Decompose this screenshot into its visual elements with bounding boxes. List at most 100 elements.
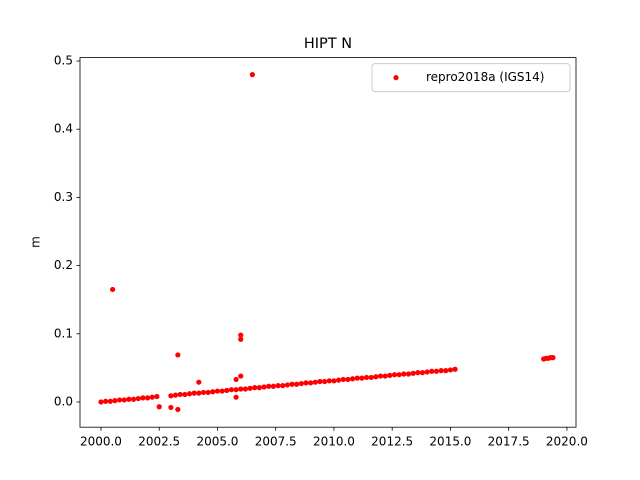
y-tick-label: 0.1 bbox=[54, 326, 73, 340]
point bbox=[340, 376, 346, 383]
point bbox=[130, 396, 137, 402]
y-axis-label: m bbox=[29, 236, 43, 248]
point bbox=[410, 370, 416, 376]
point bbox=[345, 376, 351, 383]
point bbox=[196, 390, 202, 396]
x-tick-label: 2010.0 bbox=[313, 435, 355, 449]
point bbox=[391, 372, 398, 378]
point bbox=[144, 395, 151, 401]
point bbox=[182, 391, 188, 398]
point bbox=[191, 390, 197, 396]
point bbox=[363, 374, 370, 381]
point bbox=[233, 387, 239, 393]
point bbox=[177, 391, 183, 398]
legend-label: repro2018a (IGS14) bbox=[426, 70, 544, 84]
point bbox=[424, 369, 430, 375]
point bbox=[326, 378, 332, 384]
point bbox=[238, 336, 244, 342]
point bbox=[168, 404, 174, 411]
series bbox=[98, 72, 556, 413]
point bbox=[256, 385, 262, 391]
point bbox=[238, 373, 244, 379]
point bbox=[415, 370, 421, 376]
x-tick-label: 2002.5 bbox=[138, 435, 180, 449]
point bbox=[298, 380, 304, 387]
point bbox=[270, 383, 276, 389]
point bbox=[280, 383, 286, 389]
x-tick-label: 2000.0 bbox=[80, 435, 122, 449]
x-tick-label: 2012.5 bbox=[371, 435, 413, 449]
point bbox=[312, 379, 318, 385]
point bbox=[373, 374, 379, 380]
point bbox=[238, 332, 244, 338]
point bbox=[214, 388, 221, 394]
point bbox=[401, 371, 407, 377]
point bbox=[172, 392, 179, 398]
point bbox=[126, 396, 132, 402]
point bbox=[224, 387, 230, 393]
point bbox=[349, 376, 356, 382]
point bbox=[233, 394, 239, 400]
point bbox=[107, 398, 113, 404]
point bbox=[405, 371, 412, 377]
x-tick-label: 2015.0 bbox=[429, 435, 471, 449]
point bbox=[168, 393, 174, 399]
x-tick-label: 2007.5 bbox=[255, 435, 297, 449]
point bbox=[359, 375, 365, 381]
point bbox=[452, 366, 458, 372]
point bbox=[110, 286, 116, 293]
plot-frame bbox=[79, 57, 577, 428]
x-tick-label: 2020.0 bbox=[546, 435, 588, 449]
y-tick-label: 0.4 bbox=[54, 122, 73, 136]
point bbox=[336, 377, 342, 383]
point bbox=[121, 397, 127, 403]
point bbox=[433, 368, 440, 374]
point bbox=[438, 368, 444, 374]
x-tick-label: 2017.5 bbox=[488, 435, 530, 449]
point bbox=[154, 393, 160, 400]
point bbox=[429, 368, 435, 374]
legend: repro2018a (IGS14) bbox=[371, 63, 571, 93]
point bbox=[308, 380, 314, 386]
point bbox=[233, 376, 239, 383]
point bbox=[156, 404, 162, 410]
point bbox=[368, 374, 374, 381]
point bbox=[196, 379, 202, 385]
point bbox=[219, 388, 225, 394]
point bbox=[149, 394, 155, 400]
legend-box bbox=[371, 63, 571, 93]
point bbox=[396, 372, 402, 378]
y-tick-label: 0.0 bbox=[54, 394, 73, 408]
y-tick-label: 0.3 bbox=[54, 190, 73, 204]
y-tick-label: 0.5 bbox=[54, 54, 73, 68]
point bbox=[175, 406, 181, 413]
point bbox=[112, 398, 118, 404]
point bbox=[382, 373, 388, 379]
x-tick-label: 2005.0 bbox=[196, 435, 238, 449]
point bbox=[331, 378, 337, 384]
point bbox=[354, 375, 360, 381]
point bbox=[275, 383, 281, 389]
point bbox=[284, 382, 290, 388]
point bbox=[135, 395, 141, 402]
point bbox=[322, 378, 328, 385]
point bbox=[186, 391, 193, 397]
point bbox=[447, 367, 454, 373]
point bbox=[289, 381, 295, 387]
point bbox=[419, 370, 426, 376]
point bbox=[266, 383, 272, 389]
point bbox=[205, 389, 211, 396]
point bbox=[443, 368, 449, 374]
y-tick-label: 0.2 bbox=[54, 258, 73, 272]
point bbox=[242, 386, 249, 392]
point bbox=[377, 373, 384, 379]
legend-marker bbox=[393, 75, 399, 81]
point bbox=[294, 381, 300, 387]
point bbox=[387, 372, 393, 378]
point bbox=[252, 385, 258, 391]
point bbox=[303, 380, 309, 386]
point bbox=[550, 355, 556, 361]
point bbox=[103, 398, 109, 404]
